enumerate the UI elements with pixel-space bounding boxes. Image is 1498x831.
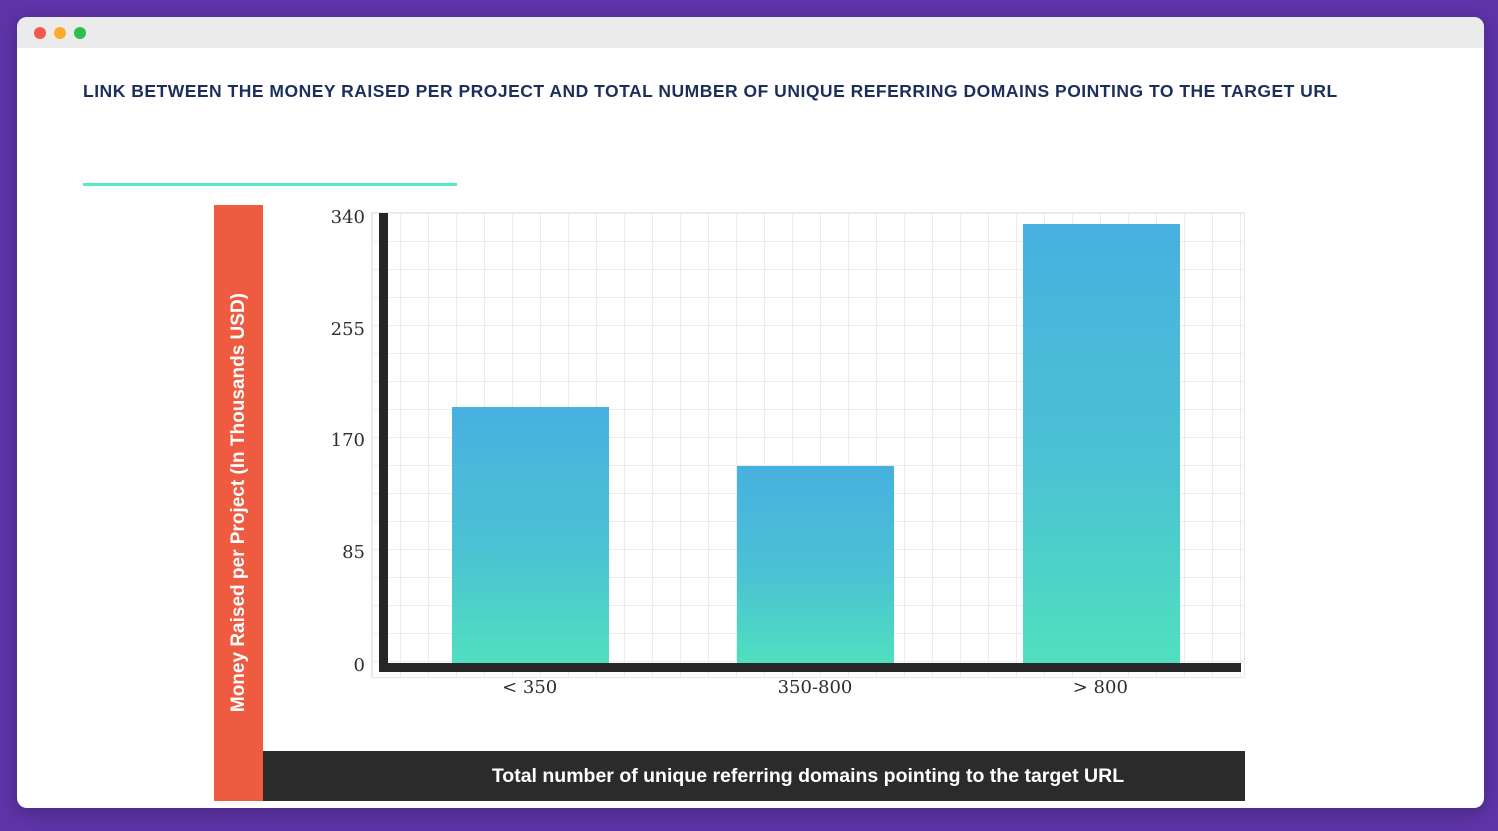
bar-gt-800: [1022, 224, 1180, 664]
title-underline: [83, 183, 457, 186]
bar-column: [673, 213, 958, 664]
bar-column: [388, 213, 673, 664]
x-tick-350-800: 350-800: [777, 677, 853, 698]
y-tick-340: 340: [330, 207, 365, 228]
x-axis-tick-labels: < 350 350-800 > 800: [387, 677, 1243, 698]
bars-group: [388, 213, 1244, 664]
window-titlebar: [17, 17, 1484, 48]
y-axis-label: Money Raised per Project (In Thousands U…: [227, 293, 249, 713]
browser-window: LINK BETWEEN THE MONEY RAISED PER PROJEC…: [17, 17, 1484, 808]
y-tick-170: 170: [330, 430, 365, 451]
bar-column: [959, 213, 1244, 664]
plot-area: [371, 212, 1245, 678]
bar-lt-350: [452, 407, 610, 664]
y-axis-line: [379, 213, 388, 672]
x-axis-label-bar: Total number of unique referring domains…: [263, 751, 1245, 801]
close-button-icon[interactable]: [34, 26, 46, 39]
minimize-button-icon[interactable]: [54, 26, 66, 39]
chart-title: LINK BETWEEN THE MONEY RAISED PER PROJEC…: [83, 81, 1338, 101]
y-tick-85: 85: [342, 542, 365, 563]
x-axis-label: Total number of unique referring domains…: [491, 764, 1125, 787]
y-tick-0: 0: [353, 655, 365, 676]
x-tick-gt-800: > 800: [1072, 677, 1128, 698]
x-tick-lt-350: < 350: [502, 677, 558, 698]
maximize-button-icon[interactable]: [74, 26, 86, 39]
bar-350-800: [737, 466, 895, 664]
y-axis-label-band: Money Raised per Project (In Thousands U…: [214, 205, 263, 801]
x-axis-line: [379, 663, 1241, 672]
y-tick-255: 255: [330, 319, 365, 340]
